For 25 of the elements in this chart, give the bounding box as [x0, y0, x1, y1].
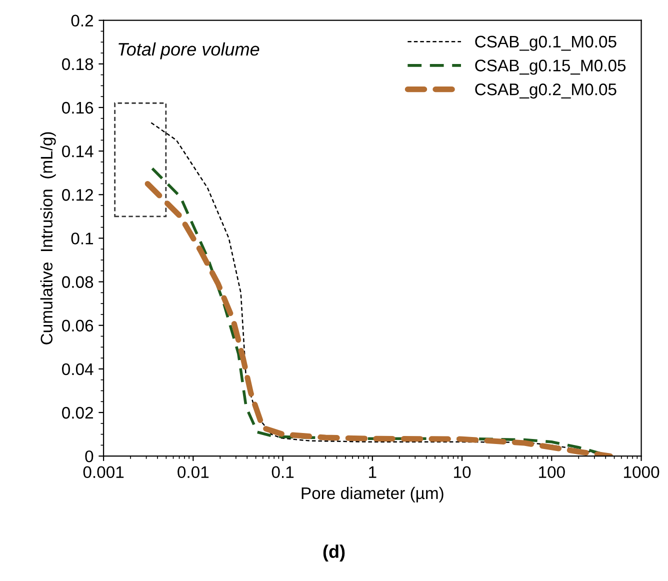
x-axis-title: Pore diameter (µm) — [302, 486, 444, 502]
y-axis-title: Cumulative Intrusion (mL/g) — [40, 132, 56, 344]
x-tick-label: 10 — [454, 466, 471, 478]
y-tick-label: 0.2 — [71, 14, 93, 27]
x-tick-label: 0.001 — [83, 466, 124, 478]
x-tick-label: 100 — [539, 466, 565, 478]
y-tick-label: 0.18 — [62, 58, 94, 70]
text: (d) — [323, 544, 345, 562]
y-tick-label: 0 — [85, 450, 94, 462]
legend-label: CSAB_g0.1_M0.05 — [475, 36, 616, 51]
y-tick-label: 0.08 — [62, 276, 94, 288]
y-tick-label: 0.14 — [62, 145, 94, 158]
x-tick-label: 0.1 — [272, 466, 294, 478]
x-tick-label: 0.01 — [178, 466, 209, 478]
y-tick-label: 0.02 — [62, 406, 93, 419]
y-tick-label: 0.1 — [71, 232, 94, 244]
annotation: Total pore volume — [118, 42, 260, 60]
x-tick-label: 1 — [369, 466, 376, 478]
y-tick-label: 0.16 — [62, 102, 94, 114]
y-tick-label: 0.12 — [62, 189, 93, 201]
legend-label: CSAB_g0.15_M0.05 — [475, 60, 626, 75]
y-tick-label: 0.04 — [62, 363, 94, 376]
legend-label: CSAB_g0.2_M0.05 — [475, 84, 616, 99]
y-tick-label: 0.06 — [62, 320, 94, 332]
x-tick-label: 1000 — [624, 466, 660, 478]
